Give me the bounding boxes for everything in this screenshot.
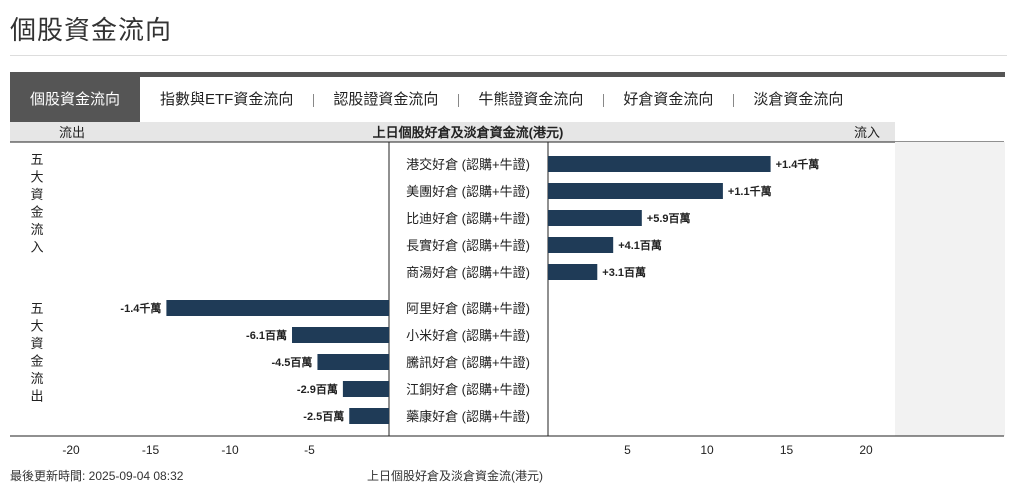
x-tick-label-1: -15: [142, 443, 160, 457]
group-label-0-char-5: 入: [30, 240, 43, 255]
value-label-inflow-4: +3.1百萬: [602, 265, 646, 279]
group-label-0-char-1: 大: [30, 170, 43, 185]
group-label-0-char-2: 資: [30, 187, 43, 202]
outflow-header: 流出: [59, 125, 85, 140]
value-label-inflow-1: +1.1千萬: [728, 184, 772, 198]
category-label-outflow-0: 阿里好倉 (認購+牛證): [406, 301, 530, 316]
category-label-outflow-2: 騰訊好倉 (認購+牛證): [406, 355, 530, 370]
bar-inflow-4: [548, 264, 598, 280]
category-label-inflow-2: 比迪好倉 (認購+牛證): [406, 211, 530, 226]
x-tick-label-0: -20: [62, 443, 80, 457]
group-label-1-char-4: 流: [30, 371, 43, 386]
x-tick-label-6: 15: [780, 443, 794, 457]
tab-stock-flow[interactable]: 個股資金流向: [10, 77, 141, 122]
group-label-1-char-1: 大: [30, 319, 43, 334]
value-label-outflow-4: -2.5百萬: [303, 409, 344, 423]
tab-bar: 個股資金流向 指數與ETF資金流向 認股證資金流向 牛熊證資金流向 好倉資金流向…: [10, 72, 1005, 122]
bar-outflow-2: [317, 354, 389, 370]
category-label-inflow-4: 商湯好倉 (認購+牛證): [406, 265, 530, 280]
value-label-inflow-3: +4.1百萬: [618, 238, 662, 252]
group-label-0-char-3: 金: [30, 205, 43, 220]
category-label-inflow-0: 港交好倉 (認購+牛證): [406, 157, 530, 172]
x-tick-label-4: 5: [624, 443, 631, 457]
chart-title: 上日個股好倉及淡倉資金流(港元): [373, 125, 564, 140]
bar-outflow-4: [349, 408, 389, 424]
category-label-inflow-1: 美團好倉 (認購+牛證): [406, 184, 530, 199]
bar-outflow-0: [166, 300, 389, 316]
bar-inflow-0: [548, 156, 771, 172]
inflow-header: 流入: [854, 125, 880, 140]
last-updated: 最後更新時間: 2025-09-04 08:32: [10, 469, 184, 483]
tab-warrant-flow[interactable]: 認股證資金流向: [313, 77, 458, 122]
chart-right-pad: [895, 142, 1005, 436]
group-label-1-char-5: 出: [30, 389, 43, 404]
chart-header-bg: [10, 122, 895, 142]
tab-cbbc-flow[interactable]: 牛熊證資金流向: [458, 77, 603, 122]
chart-caption: 上日個股好倉及淡倉資金流(港元): [367, 469, 543, 483]
tab-long-flow[interactable]: 好倉資金流向: [603, 77, 733, 122]
category-label-outflow-3: 江銅好倉 (認購+牛證): [406, 382, 530, 397]
category-label-inflow-3: 長實好倉 (認購+牛證): [406, 238, 530, 253]
x-tick-label-5: 10: [700, 443, 714, 457]
group-label-0-char-4: 流: [30, 222, 43, 237]
value-label-outflow-2: -4.5百萬: [271, 355, 312, 369]
title-divider: [10, 55, 1007, 56]
category-label-outflow-1: 小米好倉 (認購+牛證): [406, 328, 530, 343]
category-label-outflow-4: 藥康好倉 (認購+牛證): [406, 409, 530, 424]
page-title: 個股資金流向: [10, 15, 173, 45]
value-label-outflow-0: -1.4千萬: [120, 301, 161, 315]
group-label-1-char-3: 金: [30, 354, 43, 369]
tab-short-flow[interactable]: 淡倉資金流向: [733, 77, 863, 122]
value-label-outflow-3: -2.9百萬: [297, 382, 338, 396]
bar-outflow-1: [292, 327, 389, 343]
x-tick-label-2: -10: [221, 443, 239, 457]
bar-outflow-3: [342, 381, 389, 397]
bar-inflow-1: [548, 183, 723, 199]
group-label-0-char-0: 五: [30, 152, 43, 167]
x-tick-label-7: 20: [859, 443, 873, 457]
value-label-outflow-1: -6.1百萬: [246, 328, 287, 342]
bar-inflow-2: [548, 210, 642, 226]
group-label-1-char-2: 資: [30, 336, 43, 351]
bar-inflow-3: [548, 237, 614, 253]
x-tick-label-3: -5: [304, 443, 315, 457]
value-label-inflow-2: +5.9百萬: [647, 211, 691, 225]
value-label-inflow-0: +1.4千萬: [776, 157, 820, 171]
group-label-1-char-0: 五: [30, 301, 43, 316]
tab-index-etf-flow[interactable]: 指數與ETF資金流向: [160, 91, 294, 108]
